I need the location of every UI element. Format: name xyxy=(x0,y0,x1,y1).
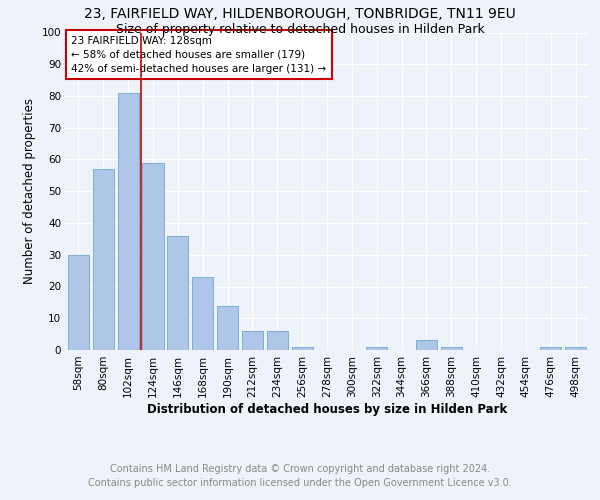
X-axis label: Distribution of detached houses by size in Hilden Park: Distribution of detached houses by size … xyxy=(147,402,507,415)
Bar xyxy=(68,254,89,350)
Bar xyxy=(118,93,139,350)
Bar xyxy=(142,162,164,350)
Bar xyxy=(441,347,462,350)
Bar xyxy=(416,340,437,350)
Bar xyxy=(540,347,561,350)
Bar xyxy=(565,347,586,350)
Bar xyxy=(242,331,263,350)
Text: 23 FAIRFIELD WAY: 128sqm
← 58% of detached houses are smaller (179)
42% of semi-: 23 FAIRFIELD WAY: 128sqm ← 58% of detach… xyxy=(71,36,326,74)
Text: Size of property relative to detached houses in Hilden Park: Size of property relative to detached ho… xyxy=(116,22,484,36)
Bar xyxy=(366,347,387,350)
Bar xyxy=(267,331,288,350)
Bar xyxy=(292,347,313,350)
Text: 23, FAIRFIELD WAY, HILDENBOROUGH, TONBRIDGE, TN11 9EU: 23, FAIRFIELD WAY, HILDENBOROUGH, TONBRI… xyxy=(84,8,516,22)
Y-axis label: Number of detached properties: Number of detached properties xyxy=(23,98,36,284)
Bar xyxy=(192,277,213,350)
Bar xyxy=(93,169,114,350)
Bar xyxy=(217,306,238,350)
Text: Contains HM Land Registry data © Crown copyright and database right 2024.
Contai: Contains HM Land Registry data © Crown c… xyxy=(88,464,512,487)
Bar xyxy=(167,236,188,350)
